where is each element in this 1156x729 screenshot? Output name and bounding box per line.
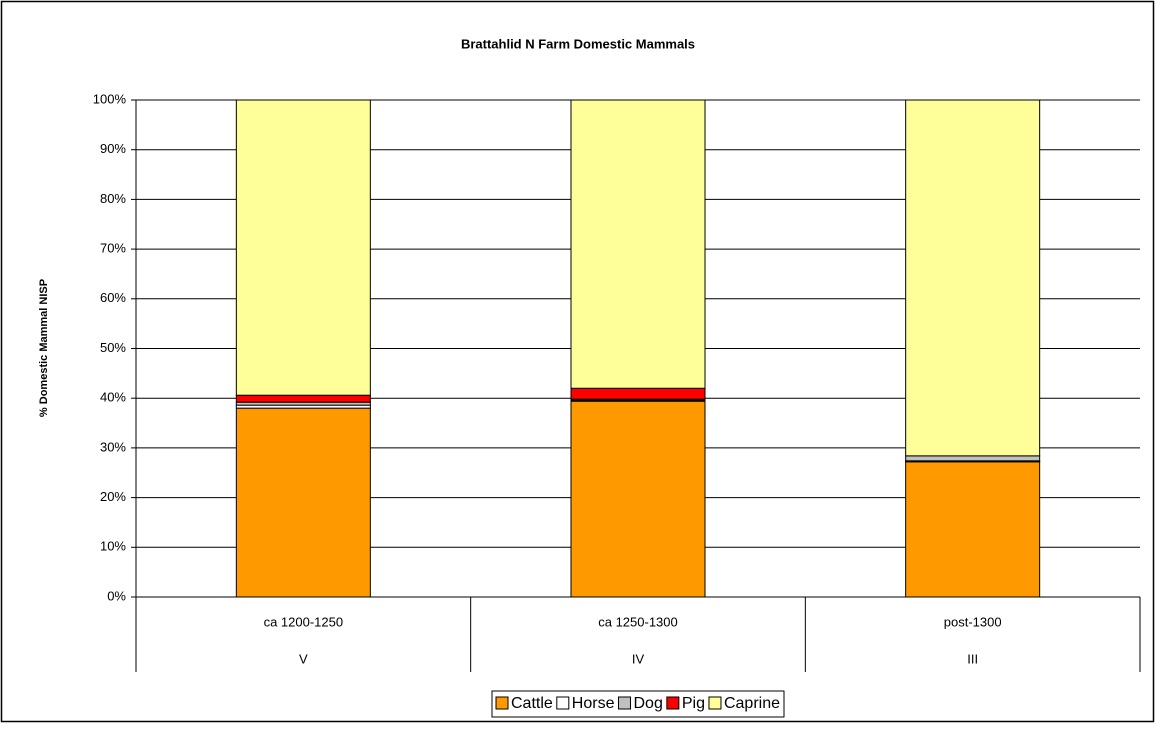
y-tick-label: 80% bbox=[100, 191, 126, 206]
legend-swatch bbox=[617, 696, 631, 710]
bar-segment bbox=[235, 407, 371, 598]
y-tick-label: 10% bbox=[100, 539, 126, 554]
x-tick-label-group: V bbox=[299, 651, 308, 666]
y-tick-label: 40% bbox=[100, 390, 126, 405]
legend-swatch bbox=[495, 696, 509, 710]
chart-title: Brattahlid N Farm Domestic Mammals bbox=[461, 36, 695, 51]
y-tick-label: 50% bbox=[100, 340, 126, 355]
bar-segment bbox=[905, 461, 1041, 598]
y-axis-label: % Domestic Mammal NISP bbox=[38, 279, 50, 417]
bar-segment bbox=[235, 99, 371, 396]
y-tick-label: 70% bbox=[100, 241, 126, 256]
bar-segment bbox=[905, 455, 1041, 462]
legend-label: Dog bbox=[633, 695, 662, 712]
bar-segment bbox=[570, 99, 706, 389]
x-tick-label: ca 1250-1300 bbox=[598, 614, 678, 629]
bar-segment bbox=[570, 387, 706, 400]
legend-swatch bbox=[556, 696, 570, 710]
legend-swatch bbox=[666, 696, 680, 710]
y-tick-label: 20% bbox=[100, 489, 126, 504]
x-tick-label-group: III bbox=[967, 651, 978, 666]
y-tick-label: 30% bbox=[100, 439, 126, 454]
x-tick-label-group: IV bbox=[632, 651, 645, 666]
bar-segment bbox=[570, 400, 706, 598]
legend-box bbox=[491, 690, 785, 718]
legend-label: Pig bbox=[682, 695, 705, 712]
bar-segment bbox=[905, 99, 1041, 457]
x-tick-label: post-1300 bbox=[944, 614, 1002, 629]
y-tick-label: 90% bbox=[100, 141, 126, 156]
x-tick-label: ca 1200-1250 bbox=[264, 614, 344, 629]
y-tick-label: 100% bbox=[93, 91, 127, 106]
legend-swatch bbox=[708, 696, 722, 710]
legend-label: Horse bbox=[572, 695, 615, 712]
legend-label: Cattle bbox=[511, 695, 553, 712]
y-tick-label: 0% bbox=[107, 588, 126, 603]
y-tick-label: 60% bbox=[100, 290, 126, 305]
bar-segment bbox=[235, 394, 371, 403]
legend-label: Caprine bbox=[724, 695, 780, 712]
